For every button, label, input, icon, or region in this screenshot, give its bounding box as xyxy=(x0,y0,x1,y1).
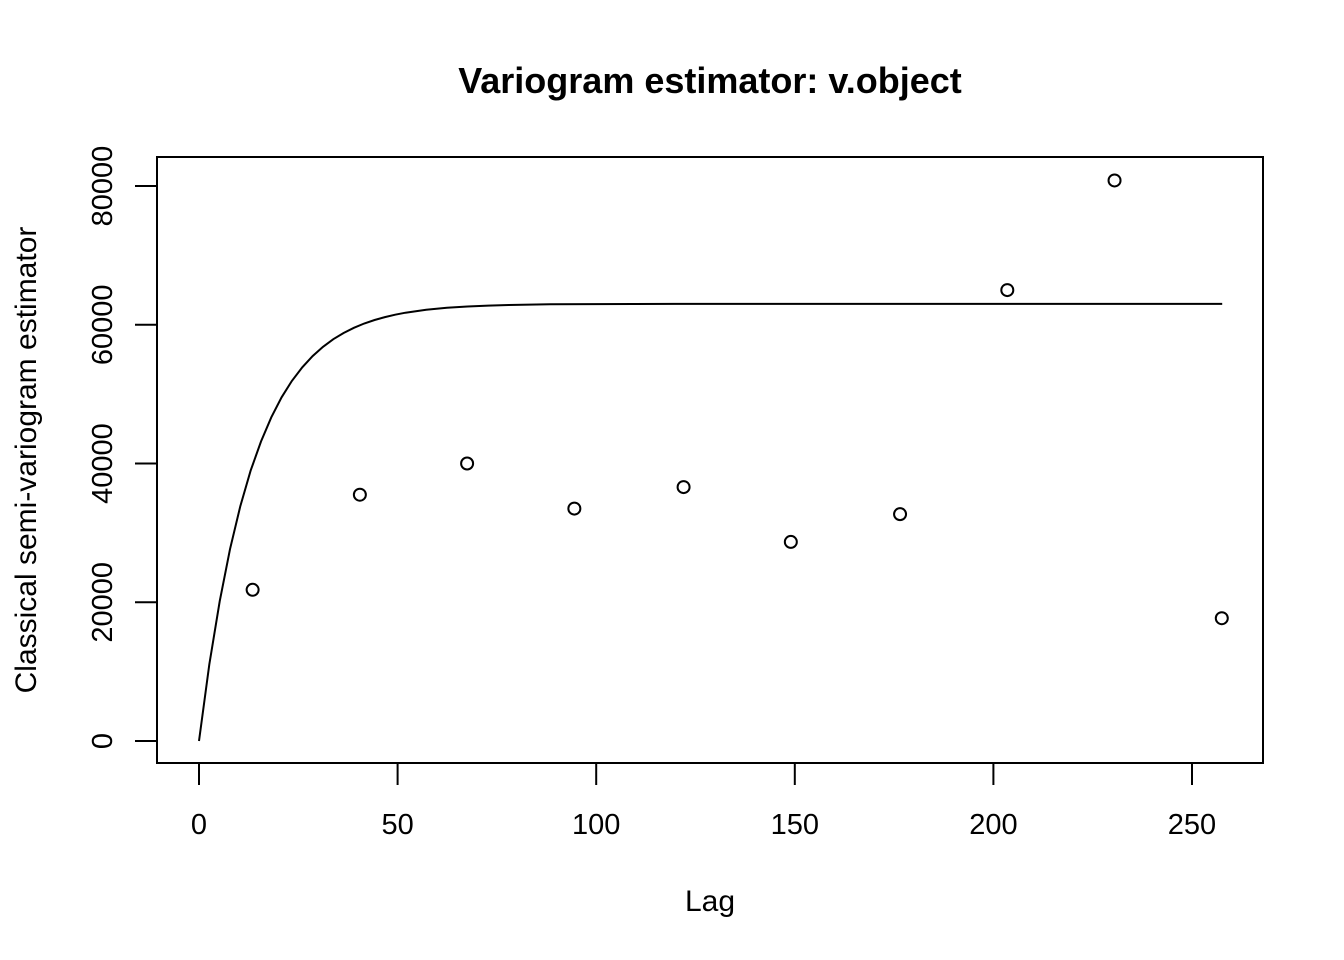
y-tick-label: 0 xyxy=(87,733,119,749)
y-tick-label: 40000 xyxy=(87,423,119,504)
plot-frame xyxy=(156,156,1264,764)
data-point xyxy=(1000,283,1015,298)
x-tick-label: 200 xyxy=(969,809,1017,841)
y-tick-label: 60000 xyxy=(87,284,119,365)
x-tick-label: 100 xyxy=(572,809,620,841)
x-tick-label: 50 xyxy=(381,809,413,841)
data-point xyxy=(676,480,691,495)
x-axis: 0 50 100 150 200 250 xyxy=(191,762,1216,841)
x-tick-label: 150 xyxy=(771,809,819,841)
empirical-variogram-points xyxy=(245,173,1229,626)
chart-title: Variogram estimator: v.object xyxy=(458,60,962,101)
data-point xyxy=(783,534,798,549)
data-point xyxy=(1107,173,1122,188)
data-point xyxy=(1214,611,1229,626)
x-tick-label: 0 xyxy=(191,809,207,841)
y-axis-label: Classical semi-variogram estimator xyxy=(10,227,43,694)
y-axis: 0 20000 40000 60000 80000 xyxy=(87,146,158,749)
x-axis-label: Lag xyxy=(685,885,735,918)
x-tick-label: 250 xyxy=(1168,809,1216,841)
data-point xyxy=(567,501,582,516)
data-point xyxy=(460,456,475,471)
data-point xyxy=(893,507,908,522)
fitted-variogram-line xyxy=(198,302,1223,742)
y-tick-label: 20000 xyxy=(87,562,119,643)
y-tick-label: 80000 xyxy=(87,146,119,227)
data-point xyxy=(352,487,367,502)
data-point xyxy=(245,582,260,597)
